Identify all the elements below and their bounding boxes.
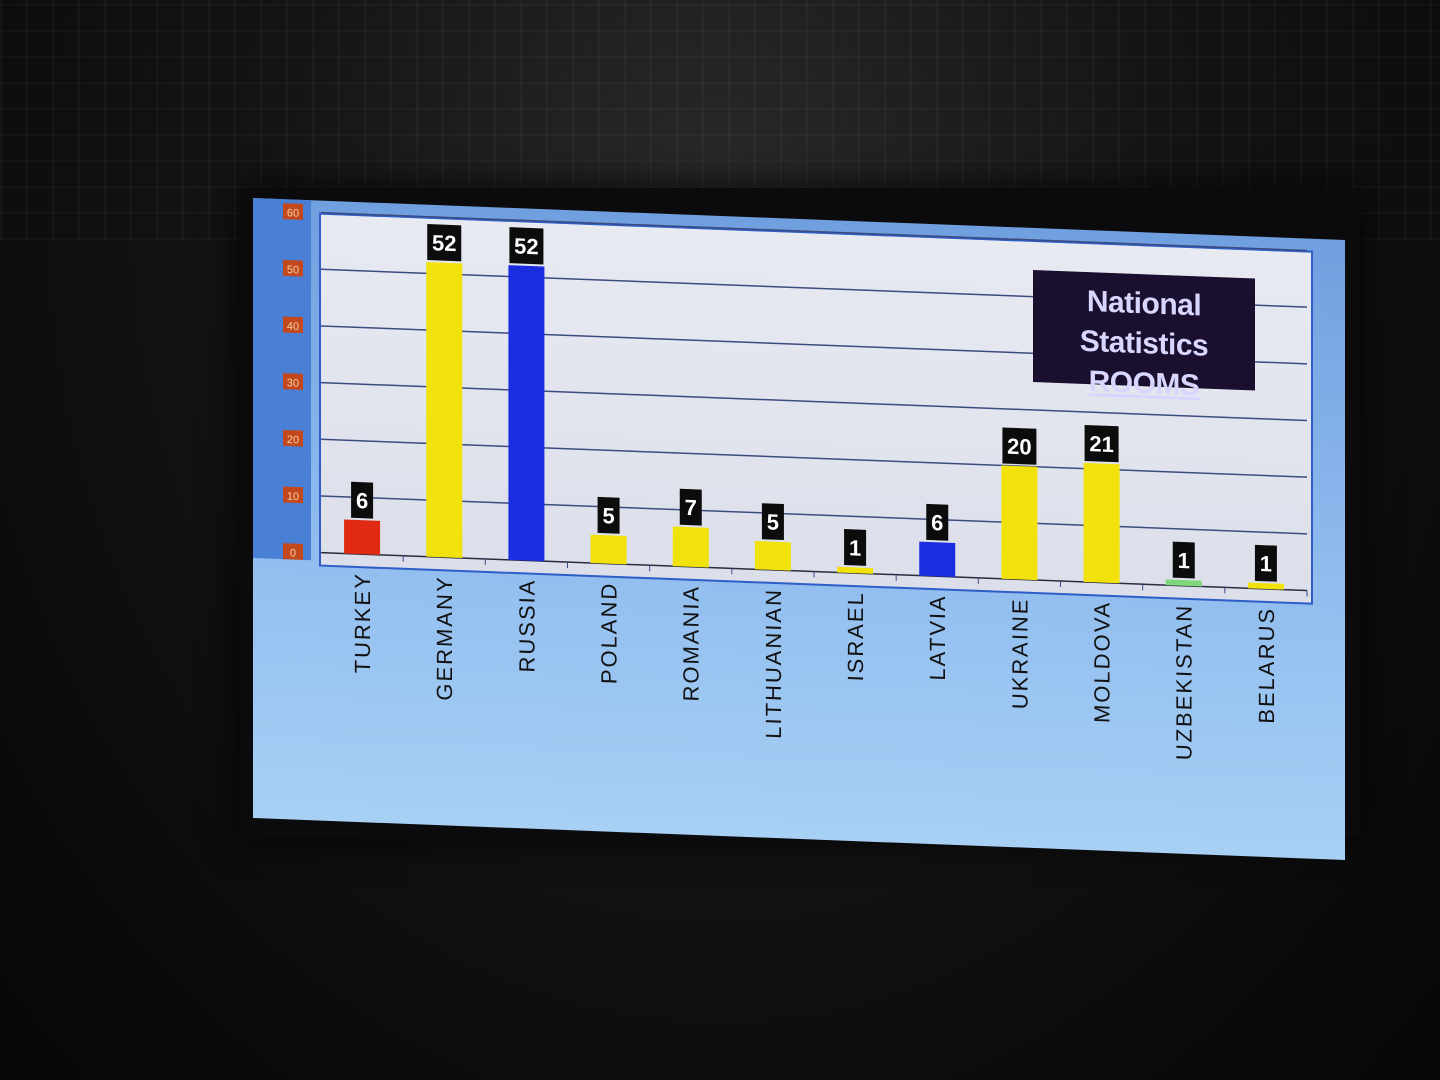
x-tick-label: MOLDOVA bbox=[1090, 600, 1115, 723]
data-label: 1 bbox=[1178, 548, 1190, 573]
data-label-badge bbox=[351, 481, 374, 519]
data-label-badge bbox=[597, 496, 620, 534]
bar bbox=[1165, 579, 1202, 587]
x-tick-label: GERMANY bbox=[432, 575, 457, 701]
y-tick-label: 10 bbox=[287, 491, 299, 503]
gridline bbox=[321, 211, 1307, 252]
y-tick-box bbox=[283, 373, 303, 390]
data-label: 7 bbox=[685, 495, 697, 520]
bar bbox=[754, 540, 791, 571]
y-tick-label: 50 bbox=[287, 264, 299, 276]
x-tick-label: TURKEY bbox=[350, 572, 375, 674]
tv-screen: 0 10 20 30 40 50 60 6 TURKEY 52 GERMANY 52 RUSSIA 5 PO… bbox=[253, 198, 1345, 860]
x-tick-label: BELARUS bbox=[1254, 606, 1279, 724]
title-box: National Statistics ROOMS bbox=[1033, 269, 1255, 402]
bar bbox=[919, 541, 956, 577]
x-tick-label: UKRAINE bbox=[1007, 597, 1032, 710]
data-label-badge bbox=[1084, 424, 1119, 463]
data-label-badge bbox=[1002, 427, 1037, 465]
y-tick-label: 40 bbox=[287, 321, 299, 333]
data-label: 1 bbox=[849, 535, 861, 560]
y-tick-box bbox=[283, 203, 303, 220]
x-tick-label: UZBEKISTAN bbox=[1172, 603, 1197, 760]
gridline bbox=[321, 381, 1307, 422]
x-tick-label: LITHUANIAN bbox=[761, 588, 786, 740]
data-label: 5 bbox=[602, 503, 614, 528]
x-tick-label: ISRAEL bbox=[843, 591, 868, 682]
data-label-badge bbox=[509, 227, 544, 265]
x-tick-label: ROMANIA bbox=[679, 584, 704, 702]
y-tick-label: 60 bbox=[287, 207, 299, 219]
x-tick-label: POLAND bbox=[597, 581, 622, 684]
data-label-badge bbox=[1254, 544, 1277, 582]
chart-title: National Statistics bbox=[1079, 285, 1209, 363]
data-label-badge bbox=[427, 224, 462, 262]
data-label: 5 bbox=[767, 509, 779, 534]
data-label: 52 bbox=[432, 230, 456, 256]
data-label-badge bbox=[926, 503, 949, 541]
data-label: 20 bbox=[1007, 434, 1031, 460]
bar bbox=[672, 526, 709, 568]
data-label-badge bbox=[844, 529, 867, 566]
bar bbox=[837, 566, 874, 574]
data-label-badge bbox=[761, 503, 784, 541]
data-label: 6 bbox=[356, 488, 368, 513]
data-label-badge bbox=[1172, 541, 1195, 579]
gridline bbox=[321, 495, 1307, 535]
bar bbox=[590, 534, 627, 565]
bar bbox=[344, 519, 381, 555]
bar-chart: 0 10 20 30 40 50 60 6 TURKEY 52 GERMANY 52 RUSSIA 5 PO… bbox=[283, 203, 1308, 761]
y-tick-box bbox=[283, 543, 303, 560]
data-label: 6 bbox=[931, 510, 943, 535]
bar bbox=[1083, 462, 1120, 584]
y-tick-label: 30 bbox=[287, 377, 299, 389]
bar bbox=[426, 261, 463, 559]
chart-subtitle: ROOMS bbox=[1088, 365, 1200, 403]
data-label: 1 bbox=[1260, 551, 1272, 576]
data-label: 52 bbox=[514, 233, 538, 259]
y-tick-box bbox=[283, 316, 303, 334]
x-tick-label: RUSSIA bbox=[514, 578, 539, 673]
y-tick-box bbox=[283, 259, 303, 277]
gridline bbox=[321, 438, 1307, 478]
y-tick-box bbox=[283, 486, 303, 504]
bar bbox=[508, 265, 545, 562]
y-tick-label: 20 bbox=[287, 434, 299, 446]
y-tick-box bbox=[283, 429, 303, 447]
bar bbox=[1001, 465, 1038, 581]
x-tick-label: LATVIA bbox=[925, 594, 950, 681]
data-label-badge bbox=[679, 488, 702, 526]
data-label: 21 bbox=[1089, 431, 1113, 457]
bar bbox=[1247, 582, 1284, 590]
y-tick-label: 0 bbox=[290, 547, 296, 559]
